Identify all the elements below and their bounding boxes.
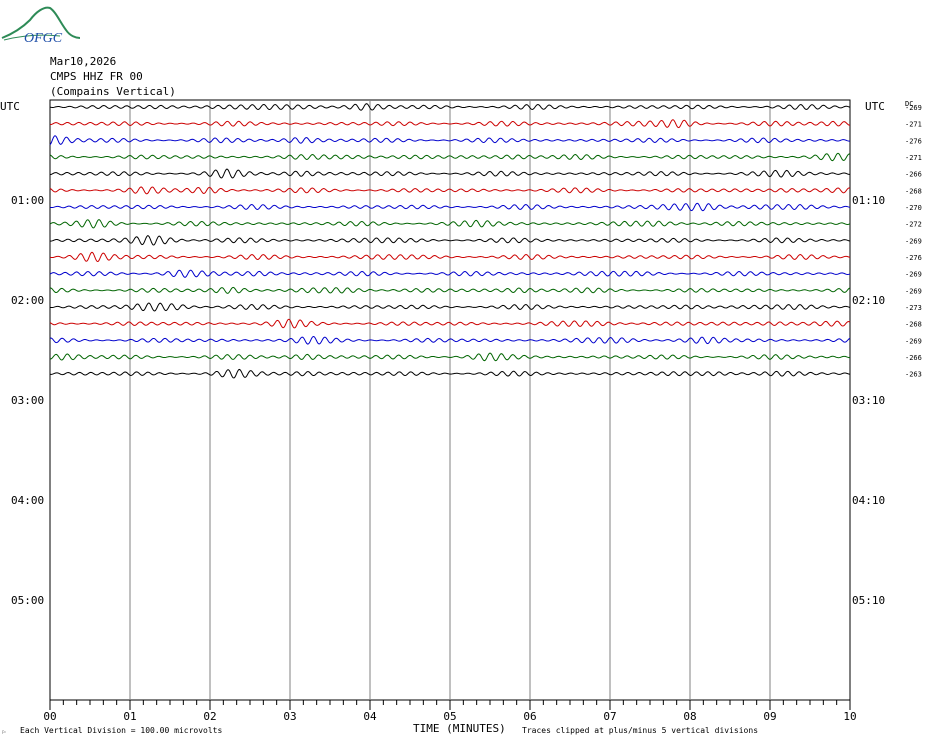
trace-group	[49, 103, 851, 379]
dc-header: DC	[905, 100, 913, 108]
record-date: Mar10,2026	[50, 55, 117, 68]
seismic-trace	[50, 352, 851, 362]
dc-offset-label: -266	[905, 354, 922, 362]
x-tick-label: 09	[763, 710, 776, 723]
axis-labels: 00 01 02 03 04 05 06 07 08 09 10 UTC UTC DC 01:00 02:00…	[0, 100, 922, 736]
dc-offset-label: -269	[905, 237, 922, 245]
x-axis-title: TIME (MINUTES)	[413, 722, 506, 735]
utc-hour-label-right: 02:10	[852, 294, 885, 307]
utc-hour-label-right: 03:10	[852, 394, 885, 407]
scale-note: Each Vertical Division = 100.00 microvol…	[20, 726, 222, 735]
seismic-trace	[49, 368, 851, 379]
station-channel: CMPS HHZ FR 00	[50, 70, 143, 83]
x-tick-label: 02	[203, 710, 216, 723]
ofgc-logo: OFGC	[1, 6, 80, 46]
dc-offset-label: -269	[905, 287, 922, 295]
seismic-trace	[49, 103, 851, 111]
x-tick-label: 05	[443, 710, 456, 723]
dc-offset-label: -266	[905, 171, 922, 179]
utc-hour-label-right: 04:10	[852, 494, 885, 507]
seismic-trace	[49, 202, 851, 212]
utc-hour-label-left: 02:00	[11, 294, 44, 307]
svg-text:OFGC: OFGC	[24, 31, 63, 46]
seismic-trace	[49, 168, 850, 179]
seismic-trace	[49, 186, 851, 195]
x-tick-label: 01	[123, 710, 136, 723]
utc-hour-label-left: 01:00	[11, 194, 44, 207]
utc-hour-label-left: 05:00	[11, 594, 44, 607]
utc-hour-label-left: 03:00	[11, 394, 44, 407]
footer-marker: ⚐	[2, 729, 6, 736]
seismic-trace	[49, 251, 851, 262]
utc-hour-label-right: 05:10	[852, 594, 885, 607]
x-tick-label: 04	[363, 710, 377, 723]
seismic-trace	[49, 152, 851, 162]
dc-offset-label: -276	[905, 137, 922, 145]
dc-offset-label: -271	[905, 154, 922, 162]
seismic-trace	[49, 219, 851, 229]
dc-offset-label: -270	[905, 204, 922, 212]
seismic-trace	[49, 269, 851, 278]
dc-offset-label: -268	[905, 187, 922, 195]
dc-offset-label: -269	[905, 337, 922, 345]
utc-hour-label-left: 04:00	[11, 494, 44, 507]
seismic-trace	[49, 302, 851, 312]
dc-offset-label: -273	[905, 304, 922, 312]
x-tick-label: 10	[843, 710, 856, 723]
dc-offset-label: -271	[905, 121, 922, 129]
station-location: (Compains Vertical)	[50, 85, 176, 98]
seismic-trace	[49, 335, 851, 345]
dc-offset-label: -276	[905, 254, 922, 262]
utc-left-title: UTC	[0, 100, 20, 113]
x-tick-label: 08	[683, 710, 696, 723]
dc-offset-label: -269	[905, 104, 922, 112]
grid	[49, 99, 851, 710]
dc-offset-label: -269	[905, 271, 922, 279]
seismic-trace	[49, 286, 851, 294]
clip-note: Traces clipped at plus/minus 5 vertical …	[522, 726, 758, 735]
x-tick-label: 03	[283, 710, 296, 723]
x-tick-label: 00	[43, 710, 56, 723]
seismic-trace	[49, 135, 851, 146]
utc-hour-label-right: 01:10	[852, 194, 885, 207]
dc-offset-label: -263	[905, 371, 922, 379]
dc-offset-label: -272	[905, 221, 922, 229]
x-tick-label: 06	[523, 710, 536, 723]
seismic-trace	[49, 119, 851, 129]
dc-offset-label: -268	[905, 321, 922, 329]
utc-right-title: UTC	[865, 100, 885, 113]
seismic-trace	[49, 235, 851, 246]
seismic-trace	[49, 318, 851, 329]
x-tick-label: 07	[603, 710, 616, 723]
